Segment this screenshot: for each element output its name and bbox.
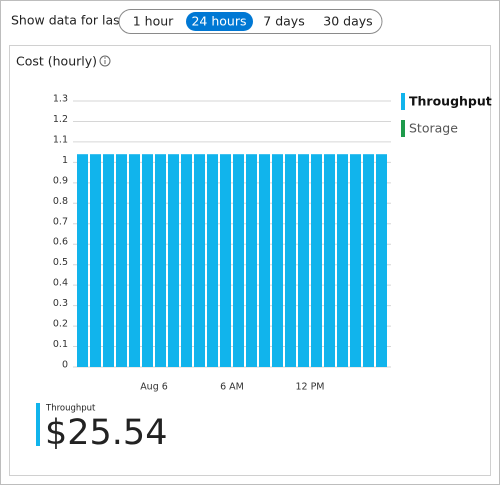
y-tick-label: 0.2	[53, 319, 68, 330]
legend-swatch[interactable]	[401, 120, 405, 137]
bar	[259, 154, 270, 367]
bar	[363, 154, 374, 367]
filter-option-selected[interactable]	[186, 12, 253, 31]
bar	[155, 154, 166, 367]
bar	[220, 154, 231, 367]
bar	[233, 154, 244, 367]
y-tick-label: 0	[62, 360, 68, 371]
y-tick-label: 0.7	[53, 216, 68, 227]
bar	[324, 154, 335, 367]
bar	[181, 154, 192, 367]
bar	[116, 154, 127, 367]
y-tick-label: 0.5	[53, 257, 68, 268]
y-tick-label: 0.9	[53, 175, 68, 186]
y-tick-label: 0.4	[53, 278, 68, 289]
filter-option[interactable]: 24 hours	[191, 14, 246, 29]
x-tick-label: Aug 6	[140, 382, 168, 393]
panel	[9, 45, 491, 476]
bar	[194, 154, 205, 367]
info-icon[interactable]	[99, 55, 111, 67]
summary-value: $25.54	[45, 413, 167, 453]
y-tick-label: 0.1	[53, 339, 68, 350]
legend-label[interactable]: Storage	[409, 121, 458, 136]
x-tick-label: 6 AM	[220, 382, 244, 393]
filter-option[interactable]: 7 days	[263, 14, 304, 29]
bar	[285, 154, 296, 367]
bar	[207, 154, 218, 367]
filter-label: Show data for last	[11, 13, 125, 28]
summary-marker	[36, 403, 40, 446]
y-tick-label: 0.6	[53, 237, 68, 248]
bar	[337, 154, 348, 367]
y-tick-label: 0.8	[53, 196, 68, 207]
summary-label: Throughput	[45, 404, 96, 414]
y-tick-label: 1.3	[53, 94, 68, 105]
legend-label[interactable]: Throughput	[409, 94, 492, 109]
bar	[142, 154, 153, 367]
y-tick-label: 1	[62, 155, 68, 166]
legend-swatch[interactable]	[401, 93, 405, 110]
bar	[350, 154, 361, 367]
bar	[272, 154, 283, 367]
filter-option[interactable]: 1 hour	[133, 14, 174, 29]
bar	[90, 154, 101, 367]
y-tick-label: 1.1	[53, 134, 68, 145]
y-tick-label: 0.3	[53, 298, 68, 309]
bar	[103, 154, 114, 367]
bar	[129, 154, 140, 367]
panel-title: Cost (hourly)	[16, 54, 97, 69]
bar	[77, 154, 88, 367]
filter-option[interactable]: 30 days	[323, 14, 372, 29]
bar	[168, 154, 179, 367]
bar	[376, 154, 387, 367]
bar	[246, 154, 257, 367]
x-tick-label: 12 PM	[295, 382, 324, 393]
info-icon-dot	[104, 57, 106, 59]
bar	[298, 154, 309, 367]
bar	[311, 154, 322, 367]
y-tick-label: 1.2	[53, 114, 68, 125]
